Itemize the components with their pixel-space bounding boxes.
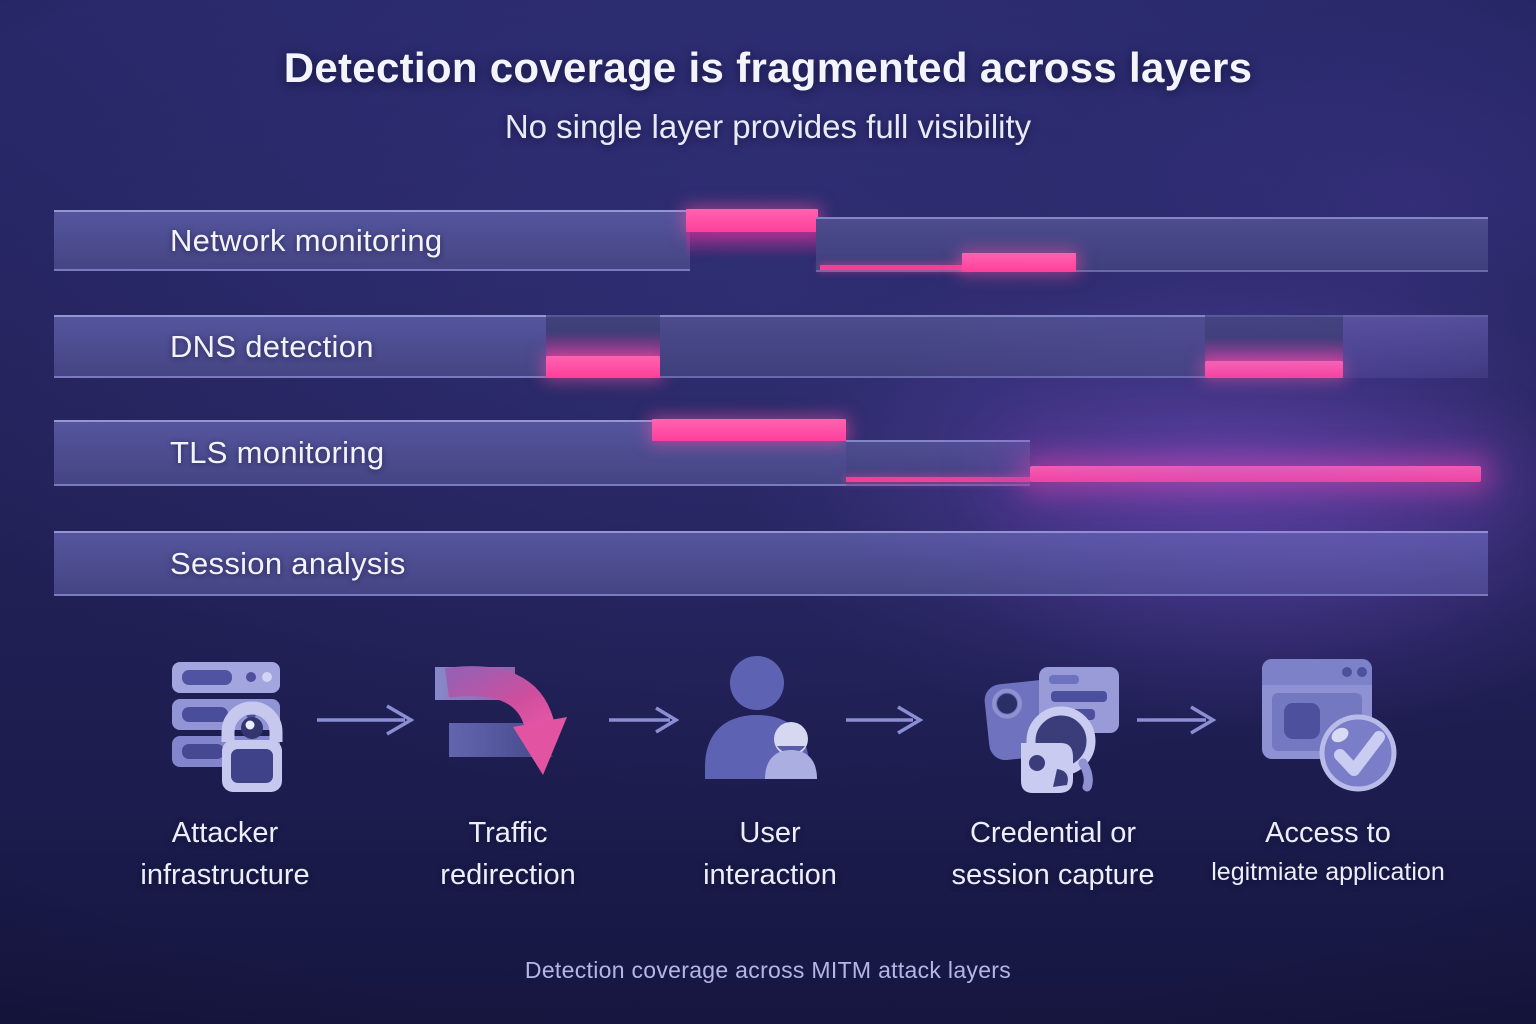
flow-step-label: Attacker infrastructure xyxy=(140,817,310,892)
flow-step-label: Credential or session capture xyxy=(951,817,1155,892)
traffic-redirection-icon xyxy=(433,648,583,804)
arrow-right-icon xyxy=(1137,705,1217,735)
arrow-right-icon xyxy=(317,704,415,736)
flow-step-label: User interaction xyxy=(703,817,837,892)
flow-step-attacker-infrastructure: Attacker infrastructure xyxy=(75,648,375,896)
flow-step-user-interaction: User interaction xyxy=(620,648,920,896)
credential-capture-icon xyxy=(973,648,1133,804)
attacker-infrastructure-icon xyxy=(150,648,300,804)
arrow-right-icon xyxy=(609,706,680,734)
arrow-right-icon xyxy=(846,705,924,735)
user-interaction-icon xyxy=(695,648,845,804)
flow-step-access-legitimate-app: Access to legitmiate application xyxy=(1142,648,1514,890)
app-check-icon xyxy=(1248,648,1408,804)
flow-step-label: Access to legitmiate application xyxy=(1211,817,1445,887)
flow-step-traffic-redirection: Traffic redirection xyxy=(358,648,658,896)
chart-caption: Detection coverage across MITM attack la… xyxy=(524,957,1012,983)
flow-step-label: Traffic redirection xyxy=(440,817,576,892)
